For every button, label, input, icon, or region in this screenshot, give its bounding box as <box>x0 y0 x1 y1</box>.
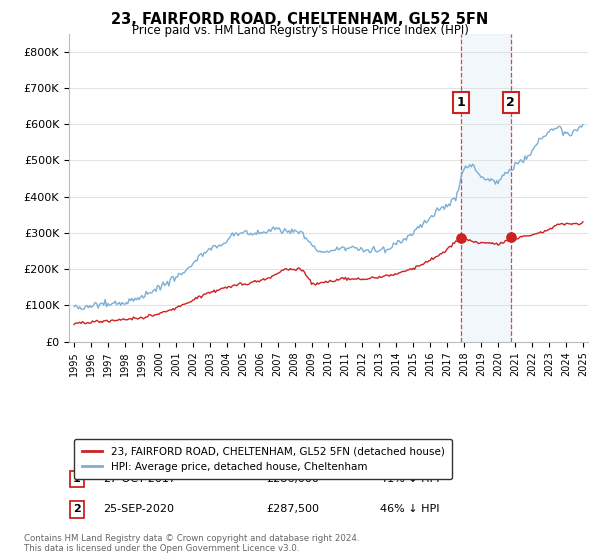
Text: Contains HM Land Registry data © Crown copyright and database right 2024.
This d: Contains HM Land Registry data © Crown c… <box>24 534 359 553</box>
Text: 41% ↓ HPI: 41% ↓ HPI <box>380 474 440 484</box>
Legend: 23, FAIRFORD ROAD, CHELTENHAM, GL52 5FN (detached house), HPI: Average price, de: 23, FAIRFORD ROAD, CHELTENHAM, GL52 5FN … <box>74 439 452 479</box>
Bar <box>461 34 511 342</box>
Text: 1: 1 <box>457 96 466 109</box>
Text: £286,000: £286,000 <box>266 474 319 484</box>
Text: Price paid vs. HM Land Registry's House Price Index (HPI): Price paid vs. HM Land Registry's House … <box>131 24 469 37</box>
Point <box>457 234 466 242</box>
Text: 46% ↓ HPI: 46% ↓ HPI <box>380 505 440 515</box>
Point <box>506 233 515 242</box>
Text: 2: 2 <box>73 505 80 515</box>
Text: 23, FAIRFORD ROAD, CHELTENHAM, GL52 5FN: 23, FAIRFORD ROAD, CHELTENHAM, GL52 5FN <box>112 12 488 27</box>
Text: 2: 2 <box>506 96 515 109</box>
Text: £287,500: £287,500 <box>266 505 319 515</box>
Text: 1: 1 <box>73 474 80 484</box>
Text: 25-SEP-2020: 25-SEP-2020 <box>103 505 174 515</box>
Text: 27-OCT-2017: 27-OCT-2017 <box>103 474 176 484</box>
